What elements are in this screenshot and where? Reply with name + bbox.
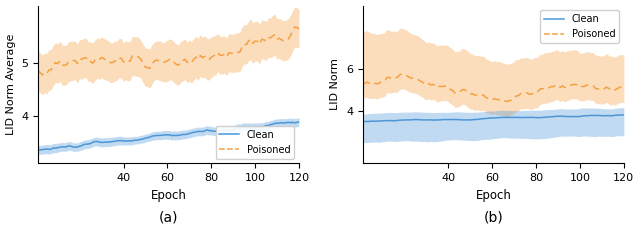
- Text: (b): (b): [483, 211, 503, 225]
- Text: (a): (a): [159, 211, 178, 225]
- X-axis label: Epoch: Epoch: [476, 189, 511, 202]
- Y-axis label: LID Norm: LID Norm: [330, 59, 340, 110]
- Legend: Clean, Poisoned: Clean, Poisoned: [216, 126, 294, 159]
- Y-axis label: LID Norm Average: LID Norm Average: [6, 34, 15, 135]
- X-axis label: Epoch: Epoch: [150, 189, 186, 202]
- Legend: Clean, Poisoned: Clean, Poisoned: [540, 10, 619, 43]
